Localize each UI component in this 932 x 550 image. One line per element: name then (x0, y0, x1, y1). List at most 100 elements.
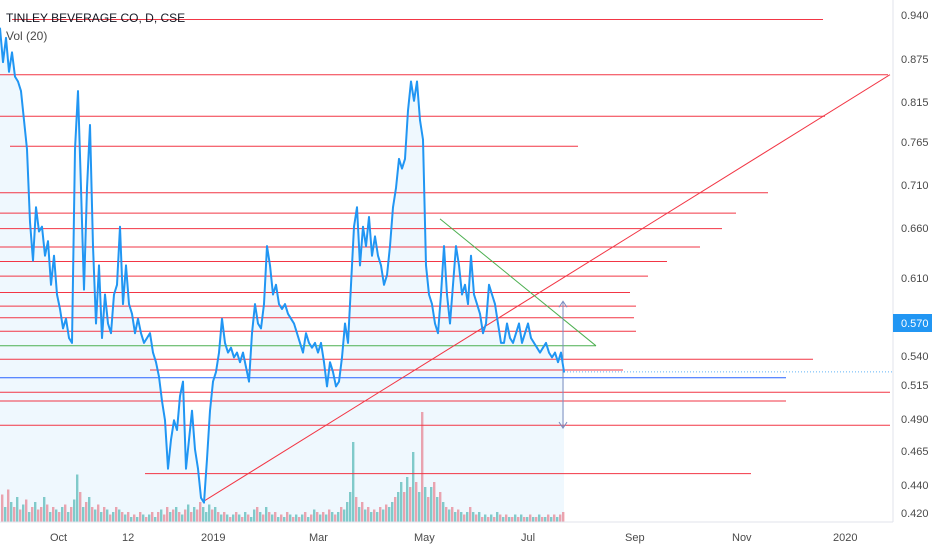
volume-bar-166 (499, 514, 502, 522)
volume-bar-131 (394, 497, 397, 522)
volume-bar-144 (433, 482, 436, 522)
price-point-24 (71, 342, 73, 344)
price-point-93 (278, 303, 280, 305)
price-point-65 (194, 448, 196, 451)
price-point-136 (407, 109, 409, 112)
range-arrow-up-icon (558, 300, 568, 308)
price-tick-0540: 0.540 (901, 351, 929, 363)
price-point-110 (329, 361, 331, 364)
volume-bar-73 (220, 514, 223, 522)
volume-bar-100 (301, 514, 304, 522)
price-point-187 (560, 351, 562, 354)
price-point-182 (545, 342, 547, 344)
volume-bar-98 (295, 514, 298, 522)
volume-bar-151 (454, 512, 457, 522)
price-axis: 0.940 0.875 0.815 0.765 0.710 0.660 0.61… (892, 0, 932, 522)
volume-bar-182 (547, 514, 550, 522)
price-point-29 (86, 187, 88, 189)
volume-bar-77 (232, 514, 235, 522)
volume-bar-112 (337, 512, 340, 522)
price-point-61 (182, 380, 184, 383)
volume-bar-160 (481, 517, 484, 522)
volume-bar-3 (10, 502, 13, 522)
price-point-58 (173, 419, 175, 422)
volume-bar-58 (175, 507, 178, 522)
time-axis: Oct 12 2019 Mar May Jul Sep Nov 2020 (0, 521, 893, 544)
price-point-153 (458, 264, 460, 267)
price-point-1 (2, 61, 4, 63)
volume-bar-13 (40, 507, 43, 522)
volume-bar-35 (106, 509, 109, 522)
price-point-27 (80, 187, 82, 189)
price-point-116 (347, 342, 349, 344)
volume-bar-32 (97, 504, 100, 522)
price-point-50 (149, 332, 151, 335)
volume-bar-47 (142, 514, 145, 522)
price-point-101 (302, 351, 304, 354)
price-tick-0660: 0.660 (901, 223, 929, 235)
volume-bar-25 (76, 474, 79, 522)
price-point-145 (434, 322, 436, 325)
volume-bar-63 (190, 512, 193, 522)
time-tick-12: 12 (122, 532, 134, 544)
volume-bar-159 (478, 512, 481, 522)
price-point-102 (305, 332, 307, 335)
volume-bar-116 (349, 492, 352, 522)
volume-bar-79 (238, 514, 241, 522)
time-tick-2019: 2019 (201, 532, 225, 544)
volume-bar-43 (130, 517, 133, 522)
volume-bar-127 (382, 509, 385, 522)
volume-bar-178 (535, 517, 538, 522)
price-point-105 (314, 342, 316, 344)
volume-bar-70 (211, 509, 214, 522)
volume-bar-156 (469, 507, 472, 522)
price-point-165 (494, 303, 496, 305)
price-point-4 (11, 51, 13, 54)
price-point-68 (203, 501, 205, 504)
volume-bar-7 (22, 504, 25, 522)
price-point-92 (275, 284, 277, 286)
price-point-12 (35, 206, 37, 209)
volume-bar-14 (43, 497, 46, 522)
volume-bar-69 (208, 504, 211, 522)
price-tick-0420: 0.420 (901, 508, 929, 520)
volume-bar-147 (442, 502, 445, 522)
price-point-114 (341, 356, 343, 359)
volume-bar-56 (169, 512, 172, 522)
price-point-98 (293, 322, 295, 325)
price-point-55 (164, 419, 166, 422)
price-point-176 (527, 322, 529, 325)
volume-bar-142 (427, 497, 430, 522)
volume-bar-62 (187, 504, 190, 522)
price-point-156 (467, 303, 469, 305)
volume-bar-162 (487, 517, 490, 522)
volume-bar-155 (466, 512, 469, 522)
price-point-79 (236, 351, 238, 354)
price-point-175 (524, 332, 526, 335)
volume-bar-101 (304, 512, 307, 522)
price-point-178 (533, 342, 535, 344)
volume-bar-110 (331, 512, 334, 522)
volume-bar-139 (418, 492, 421, 522)
volume-bar-161 (484, 514, 487, 522)
volume-bar-51 (154, 517, 157, 522)
price-point-63 (188, 438, 190, 441)
volume-bar-106 (319, 514, 322, 522)
price-point-97 (290, 317, 292, 320)
price-point-131 (392, 206, 394, 209)
volume-bar-19 (58, 512, 61, 522)
price-point-107 (320, 342, 322, 344)
price-point-185 (554, 351, 556, 354)
price-point-123 (368, 216, 370, 218)
price-point-16 (47, 240, 49, 242)
volume-bar-109 (328, 509, 331, 522)
volume-bar-171 (514, 514, 517, 522)
volume-bar-125 (376, 512, 379, 522)
price-point-117 (350, 284, 352, 286)
price-point-25 (74, 148, 76, 150)
price-point-81 (242, 351, 244, 354)
volume-bar-95 (286, 512, 289, 522)
price-point-179 (536, 346, 538, 349)
price-point-96 (287, 313, 289, 315)
